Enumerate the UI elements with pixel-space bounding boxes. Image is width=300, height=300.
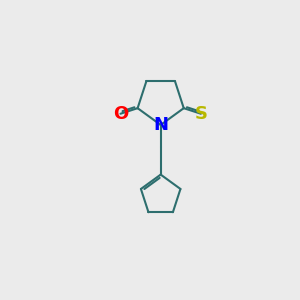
Text: O: O: [113, 105, 128, 123]
Text: N: N: [153, 116, 168, 134]
Text: S: S: [194, 105, 207, 123]
